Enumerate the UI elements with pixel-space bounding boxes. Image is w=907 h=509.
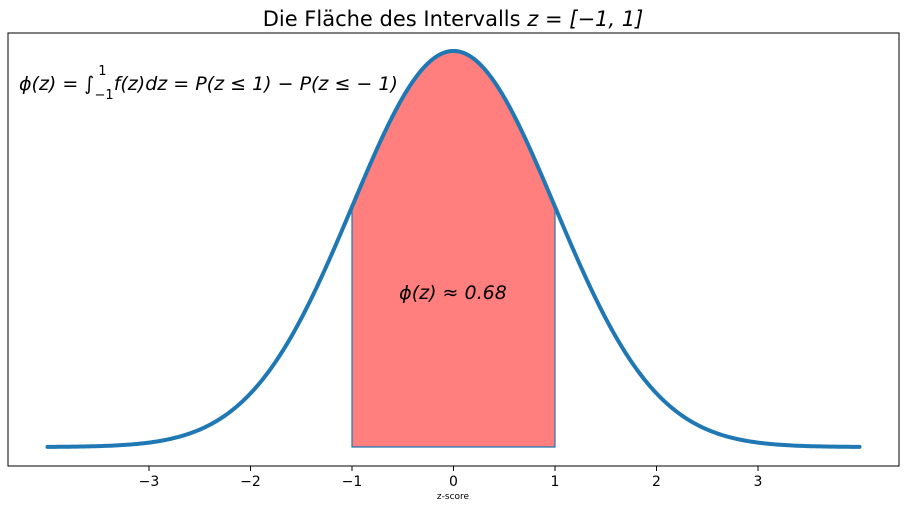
x-tick-label: 2 <box>652 474 661 490</box>
x-axis-label: z-score <box>437 492 470 502</box>
x-tick-label: 1 <box>551 474 560 490</box>
chart-title-prefix: Die Fläche des Intervalls <box>263 7 521 31</box>
chart-title-math: z = [−1, 1] <box>526 7 643 31</box>
x-tick-label: 3 <box>754 474 763 490</box>
x-tick-label: −1 <box>342 474 363 490</box>
normal-curve-line <box>45 48 862 449</box>
x-tick-label: 0 <box>449 474 458 490</box>
formula-lhs: ϕ(z) = <box>19 73 84 95</box>
formula-integral-sign: ∫ <box>84 73 94 95</box>
formula-annotation: ϕ(z) = ∫ 1 −1f(z)dz = P(z ≤ 1) − P(z ≤ − 1… <box>19 64 398 103</box>
plot-area <box>45 48 862 449</box>
formula-rhs: f(z)dz = P(z ≤ 1) − P(z ≤ − 1) <box>114 73 398 95</box>
area-annotation: ϕ(z) ≈ 0.68 <box>399 282 507 304</box>
formula-lower-limit: −1 <box>95 88 114 103</box>
x-tick-label: −3 <box>139 474 160 490</box>
formula-upper-limit: 1 <box>98 64 106 79</box>
x-axis-ticks: −3 −2 −1 0 1 2 3 <box>139 466 763 490</box>
chart-title: Die Fläche des Intervalls z = [−1, 1] <box>263 7 644 31</box>
x-tick-label: −2 <box>240 474 261 490</box>
shaded-area-region <box>351 50 556 448</box>
